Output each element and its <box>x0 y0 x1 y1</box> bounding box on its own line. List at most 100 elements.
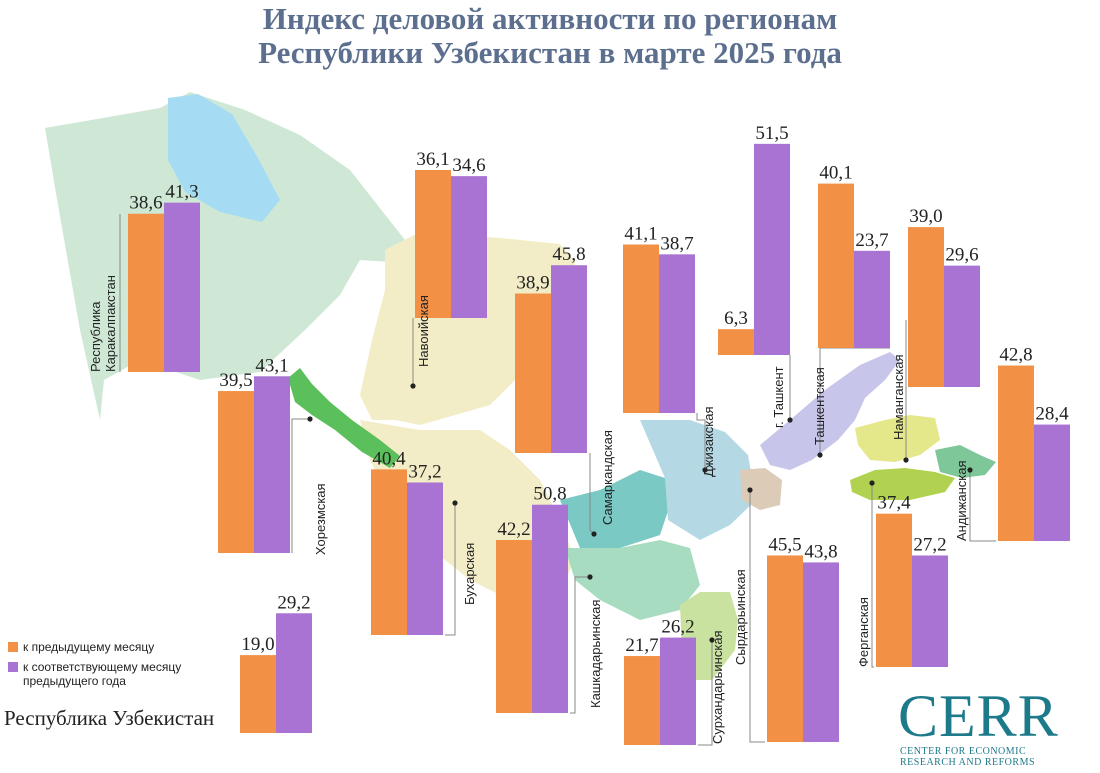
bars-layer <box>128 143 1070 745</box>
value-label-prev-year-region-3: 45,8 <box>552 244 585 265</box>
value-label-prev-year-region-0: 41,3 <box>165 182 198 203</box>
leader-lines <box>119 214 996 746</box>
bar-prev-year-region-8 <box>407 482 443 635</box>
region-label-region-6: Ташкентская <box>812 367 827 445</box>
bar-prev-year-region-13 <box>660 637 696 745</box>
value-label-prev-month-region-11: 37,4 <box>877 493 911 514</box>
region-marker-region-2 <box>307 416 313 422</box>
value-label-prev-year-region-10: 28,4 <box>1035 404 1069 425</box>
value-label-prev-year-region-11: 27,2 <box>913 534 946 555</box>
bar-prev-year-region-9 <box>532 504 568 713</box>
bar-prev-month-region-9 <box>496 539 532 713</box>
value-label-prev-year-region-12: 43,8 <box>804 541 837 562</box>
bar-prev-year-region-0 <box>164 202 200 372</box>
value-label-prev-month-region-9: 42,2 <box>497 519 530 540</box>
value-label-prev-year-region-5: 51,5 <box>755 123 788 144</box>
region-label-region-11: Ферганская <box>856 597 871 667</box>
labels-layer: 38,641,3 РеспубликаКаракалпакстан 36,1 34,6… <box>88 123 1069 744</box>
value-label-prev-year-region-13: 26,2 <box>661 617 694 638</box>
bar-prev-month-region-1 <box>415 169 451 318</box>
region-label-region-5: г. Ташкент <box>771 366 786 428</box>
bar-prev-month-region-7 <box>908 227 944 387</box>
leader-line-region-4 <box>696 413 706 470</box>
value-label-prev-month-region-2: 39,5 <box>219 370 252 391</box>
region-label-region-0: РеспубликаКаракалпакстан <box>88 275 118 372</box>
bar-prev-year-region-4 <box>659 254 695 413</box>
bar-prev-month-region-8 <box>371 469 407 635</box>
bar-prev-month-region-14 <box>240 655 276 733</box>
region-marker-region-11 <box>869 480 875 486</box>
legend-swatch-prev-year <box>8 662 18 672</box>
bar-prev-year-region-6 <box>854 250 890 348</box>
value-label-prev-month-region-10: 42,8 <box>999 345 1032 366</box>
chart-title-line2: Республики Узбекистан в марте 2025 года <box>258 35 842 70</box>
bar-prev-year-region-3 <box>551 265 587 453</box>
bar-prev-year-region-5 <box>754 143 790 355</box>
logo-subtitle-1: CENTER FOR ECONOMIC <box>900 746 1027 757</box>
legend-label-prev-year-line2: предыдущего года <box>23 674 126 688</box>
value-label-prev-month-region-13: 21,7 <box>625 635 658 656</box>
leader-line-region-13 <box>698 640 713 746</box>
value-label-prev-year-region-4: 38,7 <box>660 233 693 254</box>
bar-prev-month-region-0 <box>128 213 164 372</box>
region-marker-region-13 <box>709 637 715 643</box>
region-marker-region-4 <box>702 467 708 473</box>
value-label-prev-year-region-2: 43,1 <box>255 355 288 376</box>
leader-line-region-9 <box>570 576 590 714</box>
region-label-region-1: Навоийская <box>416 295 431 367</box>
value-label-prev-year-region-9: 50,8 <box>533 484 566 505</box>
leader-line-region-12 <box>749 490 765 743</box>
bar-prev-month-region-2 <box>218 391 254 553</box>
region-label-region-4: Джизакская <box>701 406 716 477</box>
region-label-region-7: Наманганская <box>891 354 906 440</box>
bar-prev-month-region-5 <box>718 329 754 355</box>
legend-swatch-prev-month <box>8 642 18 652</box>
leader-line-region-8 <box>445 503 456 636</box>
region-marker-region-9 <box>587 574 593 580</box>
value-label-prev-month-region-5: 6,3 <box>724 308 748 329</box>
bar-prev-year-region-10 <box>1034 424 1070 541</box>
bar-prev-month-region-4 <box>623 244 659 413</box>
value-label-prev-month-region-1: 36,1 <box>416 149 449 170</box>
value-label-prev-year-region-14: 29,2 <box>277 592 310 613</box>
region-marker-region-10 <box>967 467 973 473</box>
value-label-prev-month-region-8: 40,4 <box>372 448 406 469</box>
region-label-region-12: Сырдарьинская <box>733 569 748 665</box>
value-label-prev-month-region-7: 39,0 <box>909 206 942 227</box>
bar-prev-year-region-12 <box>803 562 839 742</box>
region-label-region-3: Самаркандская <box>600 430 615 525</box>
region-label-region-2: Хорезмская <box>313 483 328 555</box>
chart-title-line1: Индекс деловой активности по регионам <box>262 1 838 36</box>
bar-prev-month-region-10 <box>998 365 1034 541</box>
leader-line-region-2 <box>291 418 310 553</box>
bar-prev-month-region-3 <box>515 293 551 453</box>
value-label-prev-month-region-6: 40,1 <box>819 163 852 184</box>
region-label-region-10: Андижанская <box>954 460 969 541</box>
value-label-prev-month-region-14: 19,0 <box>241 634 274 655</box>
region-marker-region-1 <box>410 383 416 389</box>
leader-line-region-11 <box>871 483 874 668</box>
logo-wordmark: CERR <box>898 683 1059 749</box>
value-label-prev-year-region-1: 34,6 <box>452 155 485 176</box>
bar-prev-year-region-2 <box>254 376 290 553</box>
bar-prev-month-region-11 <box>876 513 912 667</box>
bar-prev-month-region-6 <box>818 183 854 348</box>
value-label-prev-year-region-7: 29,6 <box>945 245 978 266</box>
value-label-prev-month-region-4: 41,1 <box>624 223 657 244</box>
region-label-region-8: Бухарская <box>462 543 477 605</box>
region-label-region-13: Сурхандарьинская <box>710 630 725 744</box>
region-marker-region-5 <box>787 417 793 423</box>
region-marker-region-6 <box>817 452 823 458</box>
region-marker-region-8 <box>452 500 458 506</box>
bar-prev-year-region-11 <box>912 555 948 667</box>
region-label-region-9: Кашкадарьинская <box>588 600 603 708</box>
value-label-prev-year-region-6: 23,7 <box>855 230 888 251</box>
leader-line-region-10 <box>969 470 996 542</box>
bar-prev-year-region-1 <box>451 176 487 318</box>
value-label-prev-year-region-8: 37,2 <box>408 461 441 482</box>
bar-prev-month-region-13 <box>624 656 660 745</box>
bar-prev-month-region-12 <box>767 555 803 742</box>
value-label-prev-month-region-12: 45,5 <box>768 534 801 555</box>
legend-label-prev-year-line1: к соответствующему месяцу <box>23 660 182 674</box>
